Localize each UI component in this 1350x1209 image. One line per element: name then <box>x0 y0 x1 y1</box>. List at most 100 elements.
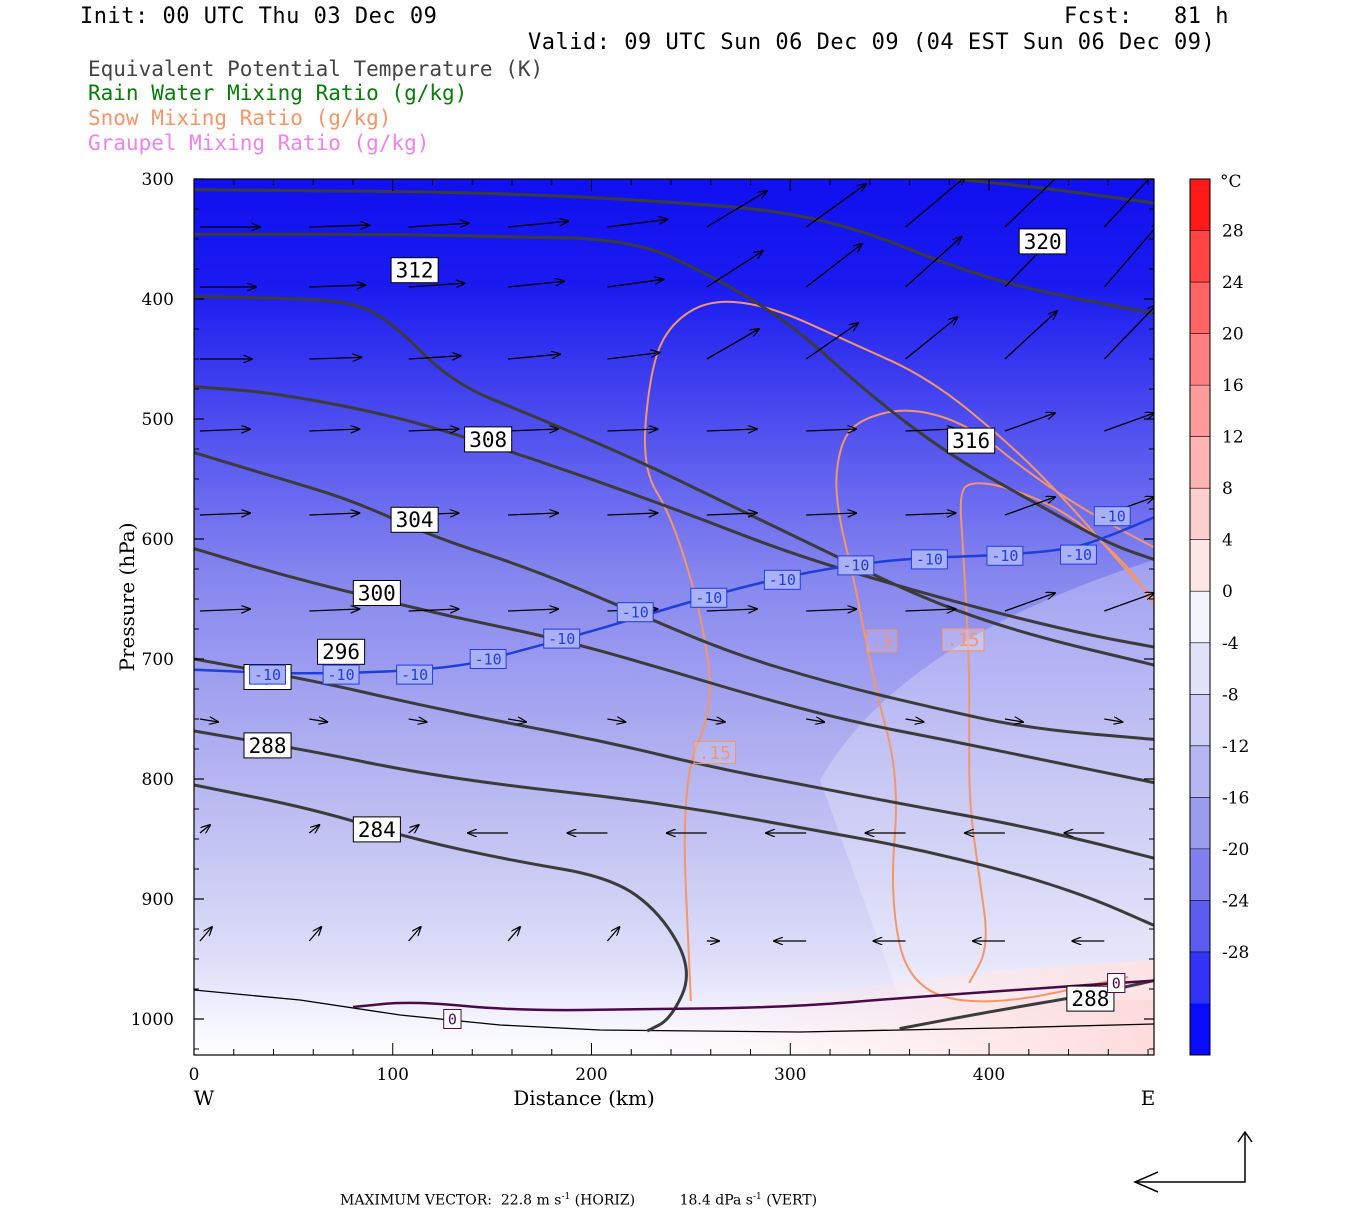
wind-vector <box>1004 719 1023 722</box>
wind-vector <box>607 219 667 228</box>
theta-e-contour <box>194 547 1154 785</box>
colorbar-unit: °C <box>1220 172 1242 192</box>
legend-theta-e: Equivalent Potential Temperature (K) <box>88 57 544 81</box>
theta-e-label-box <box>390 257 439 284</box>
theta-e-label-box <box>243 732 292 759</box>
isotherm-label: -10 <box>1093 506 1131 527</box>
theta-e-label: 300 <box>352 580 401 606</box>
wind-vector <box>706 329 759 360</box>
wind-vector <box>308 825 319 833</box>
colorbar-swatch <box>1190 848 1210 901</box>
y-tick-label: 500 <box>142 410 174 430</box>
vert-suffix: (VERT) <box>766 1192 818 1209</box>
theta-e-label-text: 288 <box>249 734 287 758</box>
isotherm-label: 0 <box>1107 973 1126 993</box>
theta-e-contour <box>194 295 1154 667</box>
isotherm-label-text: -10 <box>548 630 575 648</box>
horiz-unit: m s <box>536 1192 562 1209</box>
wind-vector <box>508 513 558 515</box>
colorbar-swatch <box>1190 179 1210 232</box>
theta-e-label-box <box>1018 228 1067 255</box>
theta-e-label-text: 304 <box>396 508 434 532</box>
wind-vector <box>1004 413 1055 432</box>
isotherm-label-text: -10 <box>622 603 649 621</box>
isotherm-label-text: -10 <box>916 551 943 569</box>
legend-graupel: Graupel Mixing Ratio (g/kg) <box>88 131 430 155</box>
reference-vector-icon <box>1133 1130 1253 1193</box>
wind-vector <box>199 513 250 515</box>
colorbar-tick-label: 0 <box>1222 582 1233 602</box>
y-tick-label: 800 <box>142 770 174 790</box>
wind-vector <box>706 719 725 722</box>
wind-vector <box>408 719 427 722</box>
snow-label: .15 <box>941 628 985 652</box>
isotherm-label: -10 <box>986 545 1024 566</box>
wind-vector <box>507 221 568 228</box>
y-tick-label: 600 <box>142 530 174 550</box>
colorbar-swatch <box>1190 797 1210 850</box>
colorbar-tick-label: 28 <box>1222 222 1244 242</box>
colorbar-tick-label: 12 <box>1222 428 1244 448</box>
wind-vector <box>199 719 218 722</box>
wind-vector <box>706 513 757 515</box>
wind-vector <box>606 927 619 942</box>
wind-vector <box>309 609 359 611</box>
isotherm-label-box <box>322 664 360 685</box>
snow-label-text: .15 <box>947 630 980 651</box>
wind-vector <box>905 237 962 288</box>
theta-e-label-text: 312 <box>396 259 434 283</box>
wind-vector <box>508 609 558 611</box>
y-axis-label: Pressure (hPa) <box>115 523 139 672</box>
colorbar-swatch <box>1190 900 1210 953</box>
theta-e-label-box <box>464 426 513 453</box>
wind-vector <box>1004 311 1057 360</box>
wind-vector <box>309 225 369 227</box>
isotherm-label-box <box>910 549 948 570</box>
wind-vector <box>706 191 767 228</box>
snow-label-text: .3 <box>871 631 893 652</box>
wind-vector <box>1103 305 1154 360</box>
isotherm-label-box <box>543 628 581 649</box>
horiz-value: 22.8 <box>500 1192 533 1209</box>
y-tick-label: 400 <box>142 290 174 310</box>
theta-e-contour <box>194 188 1154 315</box>
horiz-exp: -1 <box>561 1192 571 1202</box>
theta-e-label: 284 <box>352 816 401 843</box>
isotherm-label: -10 <box>837 555 875 576</box>
colorbar-swatch <box>1190 230 1210 283</box>
y-tick-label: 900 <box>142 890 174 910</box>
colorbar-swatch <box>1190 282 1210 335</box>
theta-e-label-text: 296 <box>322 640 360 664</box>
colorbar-swatch <box>1190 488 1210 541</box>
theta-e-label-box <box>317 638 366 665</box>
colorbar-tick-label: -24 <box>1222 891 1249 911</box>
wind-vector <box>806 513 856 515</box>
x-tick-label: 100 <box>377 1065 409 1085</box>
wind-vector <box>806 609 856 611</box>
wind-vector <box>607 719 625 722</box>
y-tick-label: 1000 <box>131 1010 174 1030</box>
isotherm-label-box <box>986 545 1024 566</box>
theta-e-contour <box>194 729 1154 927</box>
colorbar-swatch <box>1190 591 1210 644</box>
wind-vector <box>905 317 958 360</box>
isotherm-label: -10 <box>543 628 581 649</box>
colorbar-swatch <box>1190 951 1210 1004</box>
theta-e-contour <box>194 657 1154 860</box>
wind-vector <box>706 609 757 611</box>
colorbar-tick-label: -4 <box>1222 634 1239 654</box>
isotherm-label-text: -10 <box>254 666 281 684</box>
wind-vector <box>408 609 459 611</box>
wind-vector <box>1104 719 1122 722</box>
wind-vector <box>309 357 361 359</box>
snow-label-box <box>866 629 898 653</box>
vert-unit: dPa s <box>715 1192 753 1209</box>
colorbar-tick-label: 24 <box>1222 273 1244 293</box>
isotherm-label: -10 <box>322 664 360 685</box>
colorbar-tick-label: 4 <box>1222 531 1233 551</box>
isotherm-label-box <box>1060 544 1097 565</box>
wind-vector <box>805 323 858 360</box>
wind-vector <box>408 429 459 431</box>
colorbar-swatch <box>1190 642 1210 695</box>
y-tick-label: 700 <box>142 650 174 670</box>
